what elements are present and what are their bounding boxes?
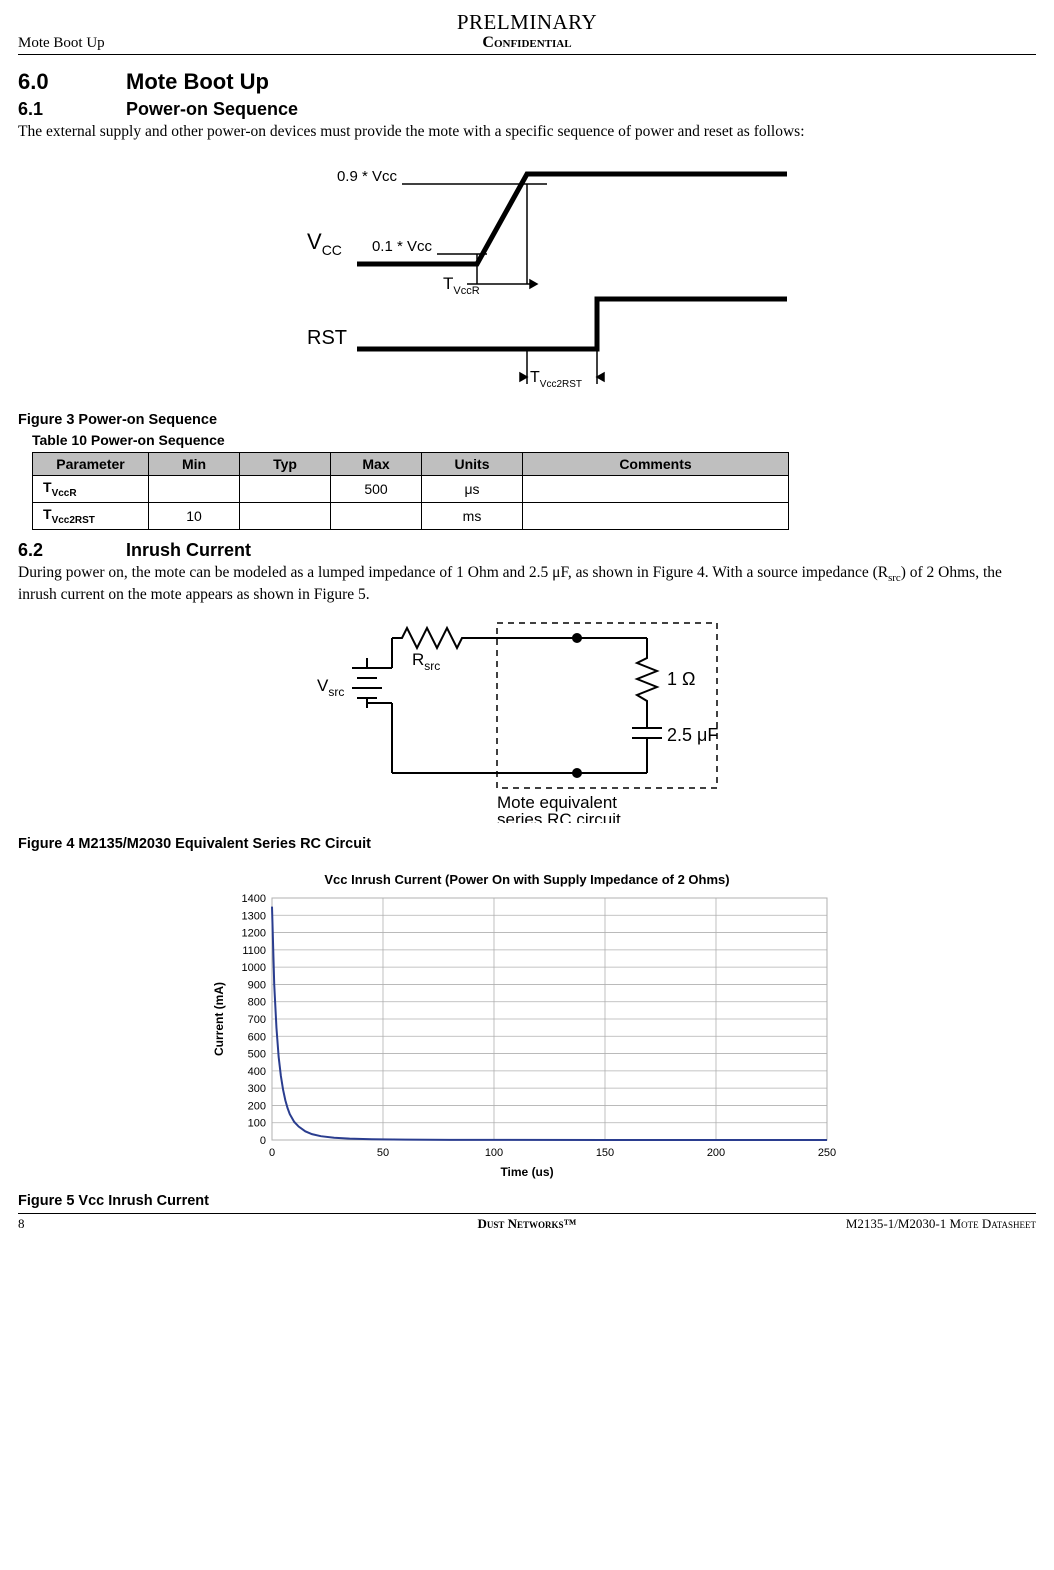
svg-text:1300: 1300 xyxy=(242,910,266,922)
table-header: Max xyxy=(331,453,422,476)
table-header: Comments xyxy=(523,453,789,476)
section-6-2: 6.2Inrush Current xyxy=(18,540,1036,561)
section-num: 6.1 xyxy=(18,99,126,120)
footer-right: M2135-1/M2030-1 Mote Datasheet xyxy=(697,1216,1036,1232)
table-header: Parameter xyxy=(33,453,149,476)
svg-text:600: 600 xyxy=(248,1031,266,1043)
svg-text:Current (mA): Current (mA) xyxy=(212,982,226,1056)
header-left: Mote Boot Up xyxy=(18,35,457,52)
page-footer: 8 Dust Networks™ M2135-1/M2030-1 Mote Da… xyxy=(18,1213,1036,1232)
svg-text:Vcc Inrush Current (Power On w: Vcc Inrush Current (Power On with Supply… xyxy=(324,872,729,887)
section-title: Inrush Current xyxy=(126,540,251,560)
section-num: 6.2 xyxy=(18,540,126,561)
label-tvcc2rst: TVcc2RST xyxy=(530,369,582,390)
svg-text:0: 0 xyxy=(269,1147,275,1159)
label-1ohm: 1 Ω xyxy=(667,669,695,689)
page-number: 8 xyxy=(18,1216,357,1232)
figure-5: Vcc Inrush Current (Power On with Supply… xyxy=(18,870,1036,1185)
label-vcc: VCC xyxy=(307,229,342,258)
label-01vcc: 0.1 * Vcc xyxy=(372,238,433,255)
label-rsrc: Rsrc xyxy=(412,650,440,673)
sec61-body: The external supply and other power-on d… xyxy=(18,122,1036,141)
footer-center: Dust Networks™ xyxy=(357,1216,696,1232)
svg-text:200: 200 xyxy=(248,1100,266,1112)
svg-text:50: 50 xyxy=(377,1147,389,1159)
table-10: ParameterMinTypMaxUnitsComments TVccR500… xyxy=(32,452,789,530)
svg-text:Time (us): Time (us) xyxy=(500,1165,553,1179)
power-on-sequence-diagram: 0.9 * Vcc 0.1 * Vcc VCC RST TVccR TVcc2R… xyxy=(247,149,807,399)
figure-5-caption: Figure 5 Vcc Inrush Current xyxy=(18,1193,1036,1209)
confidential-label: Confidential xyxy=(457,35,597,52)
section-6-0: 6.0Mote Boot Up xyxy=(18,69,1036,95)
svg-text:700: 700 xyxy=(248,1014,266,1026)
section-title: Power-on Sequence xyxy=(126,99,298,119)
figure-4-caption: Figure 4 M2135/M2030 Equivalent Series R… xyxy=(18,836,1036,852)
header-center: PRELMINARY Confidential xyxy=(457,10,597,52)
label-09vcc: 0.9 * Vcc xyxy=(337,168,398,185)
label-25uf: 2.5 μF xyxy=(667,725,718,745)
svg-text:800: 800 xyxy=(248,996,266,1008)
label-tvccr: TVccR xyxy=(443,274,480,297)
label-mote-eq2: series RC circuit xyxy=(497,810,621,823)
svg-text:1100: 1100 xyxy=(242,945,266,957)
section-num: 6.0 xyxy=(18,69,126,95)
svg-text:0: 0 xyxy=(260,1135,266,1147)
svg-text:150: 150 xyxy=(596,1147,614,1159)
table-row: TVcc2RST10ms xyxy=(33,502,789,529)
figure-3-caption: Figure 3 Power-on Sequence xyxy=(18,412,1036,428)
svg-text:1400: 1400 xyxy=(242,893,266,905)
table-header: Units xyxy=(422,453,523,476)
svg-text:1200: 1200 xyxy=(242,927,266,939)
svg-text:900: 900 xyxy=(248,979,266,991)
svg-text:1000: 1000 xyxy=(242,962,266,974)
svg-text:100: 100 xyxy=(248,1117,266,1129)
svg-text:300: 300 xyxy=(248,1083,266,1095)
svg-text:100: 100 xyxy=(485,1147,503,1159)
figure-4: Vsrc Rsrc 1 Ω 2.5 μF Mote equivalent ser… xyxy=(18,613,1036,828)
table-10-caption: Table 10 Power-on Sequence xyxy=(32,432,1036,448)
figure-3: 0.9 * Vcc 0.1 * Vcc VCC RST TVccR TVcc2R… xyxy=(18,149,1036,404)
svg-text:200: 200 xyxy=(707,1147,725,1159)
inrush-current-chart: Vcc Inrush Current (Power On with Supply… xyxy=(207,870,847,1180)
preliminary-label: PRELMINARY xyxy=(457,10,597,35)
page-header: Mote Boot Up PRELMINARY Confidential xyxy=(18,10,1036,55)
label-rst: RST xyxy=(307,327,347,349)
label-vsrc: Vsrc xyxy=(317,676,344,699)
table-header: Typ xyxy=(240,453,331,476)
section-6-1: 6.1Power-on Sequence xyxy=(18,99,1036,120)
rc-circuit-diagram: Vsrc Rsrc 1 Ω 2.5 μF Mote equivalent ser… xyxy=(297,613,757,823)
sec62-body: During power on, the mote can be modeled… xyxy=(18,563,1036,605)
svg-text:400: 400 xyxy=(248,1066,266,1078)
svg-text:500: 500 xyxy=(248,1048,266,1060)
svg-text:250: 250 xyxy=(818,1147,836,1159)
section-title: Mote Boot Up xyxy=(126,69,269,94)
table-header: Min xyxy=(149,453,240,476)
table-row: TVccR500μs xyxy=(33,476,789,503)
